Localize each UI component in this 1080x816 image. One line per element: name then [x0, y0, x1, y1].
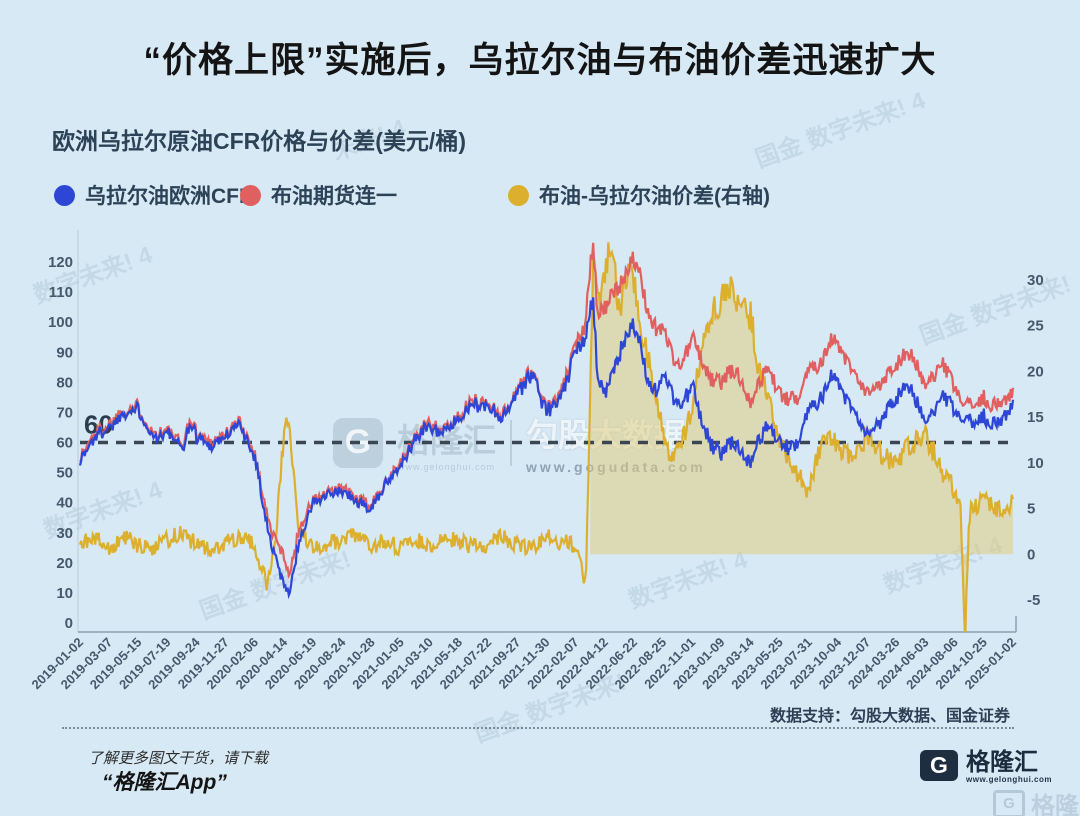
chart-legend: 乌拉尔油欧洲CFR 布油期货连一 布油-乌拉尔油价差(右轴)	[0, 180, 1080, 208]
footer-divider	[62, 727, 1014, 729]
gelonghui-logo: G 格隆汇 www.gelonghui.com	[920, 750, 1052, 784]
page-title: “价格上限”实施后，乌拉尔油与布油价差迅速扩大	[143, 41, 937, 80]
watermark-brand-url: www.gelonghui.com	[397, 461, 496, 472]
y-axis-left-label: 70	[56, 404, 73, 421]
legend-item-spread: 布油-乌拉尔油价差(右轴)	[508, 180, 770, 210]
spread-area-fill	[590, 242, 1013, 632]
y-axis-left-label: 20	[56, 555, 73, 572]
y-axis-left-label: 80	[56, 374, 73, 391]
watermark-divider	[510, 419, 512, 466]
y-axis-left-label: 100	[48, 314, 73, 331]
y-axis-left-label: 30	[56, 525, 73, 542]
y-axis-left-label: 90	[56, 344, 73, 361]
y-axis-left-label: 60	[56, 435, 73, 452]
legend-label: 布油-乌拉尔油价差(右轴)	[539, 185, 770, 208]
y-axis-right-label: 30	[1027, 272, 1044, 289]
y-axis-right-label: -5	[1027, 592, 1040, 609]
brent-legend-dot-icon	[240, 184, 261, 206]
y-axis-left-label: 110	[49, 284, 73, 301]
corner-watermark-g-icon: G	[993, 789, 1025, 816]
urals-legend-dot-icon	[54, 184, 75, 206]
promo-app-name: “格隆汇App”	[102, 771, 227, 794]
chart-subtitle: 欧洲乌拉尔原油CFR价格与价差(美元/桶)	[52, 128, 466, 154]
gelonghui-logo-brand: 格隆汇	[966, 749, 1038, 776]
y-axis-left-label: 120	[48, 254, 73, 271]
y-axis-right-label: 20	[1027, 363, 1044, 380]
corner-watermark-logo: G 格隆汇	[993, 786, 1080, 816]
promo-text: 了解更多图文干货，请下载	[88, 750, 269, 767]
legend-item-brent: 布油期货连一	[240, 180, 397, 210]
legend-item-urals: 乌拉尔油欧洲CFR	[54, 180, 254, 210]
corner-watermark-brand: 格隆汇	[1031, 793, 1080, 816]
y-axis-right-label: 10	[1027, 455, 1044, 472]
gelonghui-logo-text-block: 格隆汇 www.gelonghui.com	[966, 750, 1052, 784]
urals-line	[78, 297, 1015, 600]
y-axis-left-label: 0	[65, 615, 73, 632]
legend-label: 布油期货连一	[271, 185, 397, 208]
y-axis-right-label: 15	[1027, 409, 1044, 426]
gelonghui-logo-g-icon: G	[920, 750, 958, 781]
data-source-note: 数据支持：勾股大数据、国金证券	[769, 708, 1010, 725]
y-axis-right-label: 5	[1027, 501, 1035, 518]
gelonghui-logo-url: www.gelonghui.com	[966, 775, 1052, 784]
y-axis-left-label: 50	[56, 465, 73, 482]
y-axis-right-label: 0	[1027, 546, 1035, 563]
spread-line	[78, 242, 1015, 632]
spread-legend-dot-icon	[508, 184, 529, 206]
legend-label: 乌拉尔油欧洲CFR	[85, 185, 255, 208]
y-axis-left-label: 40	[56, 495, 73, 512]
y-axis-left-label: 10	[56, 585, 73, 602]
y-axis-right-label: 25	[1027, 318, 1044, 335]
